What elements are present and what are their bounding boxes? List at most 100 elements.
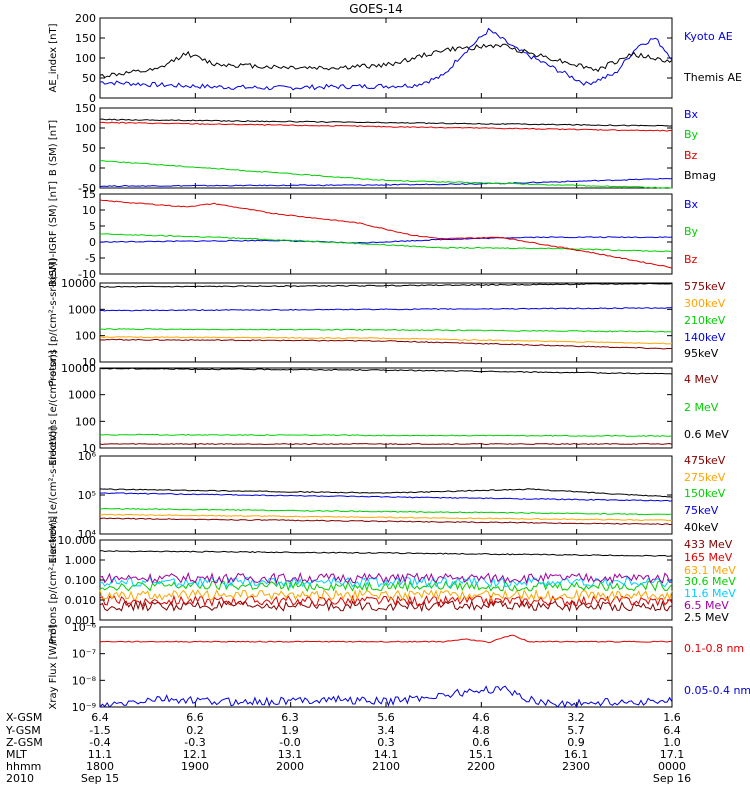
ephemeris-value: 6.4 [663, 724, 681, 737]
legend-entry: 150keV [684, 487, 726, 500]
series-line [99, 160, 673, 189]
y-tick-label: 10⁻⁸ [72, 674, 97, 687]
panel-frame [99, 193, 673, 275]
legend-entry: 0.6 MeV [684, 428, 729, 441]
y-tick-label: 150 [75, 102, 96, 115]
panel-1: 0 50 100 150 200 AE_index [nT] Kyoto AE Themis … [48, 12, 742, 105]
ephemeris-value: -0.0 [279, 736, 300, 749]
legend-entry: By [684, 128, 699, 141]
series-line [99, 571, 673, 585]
y-tick-label: 0 [89, 162, 96, 175]
y-tick-label: 0 [89, 92, 96, 105]
ephemeris-value: 0.6 [472, 736, 490, 749]
ephemeris-value: 11.1 [88, 748, 113, 761]
y-axis-label: B (SM) [nT] [48, 120, 59, 176]
series-line [99, 433, 673, 437]
y-tick-label: 10.000 [58, 534, 97, 547]
series-line [99, 492, 673, 502]
series-line [99, 236, 673, 244]
y-tick-label: 1.000 [65, 554, 97, 567]
ephemeris-value: 0.3 [377, 736, 395, 749]
y-tick-label: 50 [82, 142, 96, 155]
legend-entry: 75keV [684, 504, 719, 517]
ephemeris-value: 2100 [372, 760, 400, 773]
legend-entry: 63.1 MeV [684, 564, 736, 577]
ephemeris-label: Z-GSM [6, 736, 43, 749]
y-tick-label: 100 [75, 122, 96, 135]
series-line [99, 488, 673, 498]
legend-entry: 6.5 MeV [684, 599, 729, 612]
ephemeris-value: 4.8 [472, 724, 490, 737]
ephemeris-row: MLT 11.1 12.1 13.1 14.1 15.1 16.1 17.1 [6, 748, 684, 761]
ephemeris-value: 3.4 [377, 724, 395, 737]
series-line [99, 338, 672, 350]
y-tick-label: 10⁶ [78, 450, 97, 463]
legend-entry: 0.05-0.4 nm [684, 684, 750, 697]
ephemeris-row: hhmm 1800 1900 2000 2100 2200 2300 0000 [6, 760, 686, 773]
series-line [99, 233, 673, 253]
ephemeris-value: 15.1 [469, 748, 494, 761]
y-axis-label: Protons [p/(cm²-s-sr-keV)] [48, 516, 59, 644]
ephemeris-value: 0.2 [186, 724, 204, 737]
series-line [99, 177, 673, 188]
series-line [99, 685, 673, 709]
y-tick-label: 0.100 [65, 574, 97, 587]
y-tick-label: 1000 [68, 303, 96, 316]
series-line [99, 27, 673, 91]
series-line [99, 594, 673, 608]
panel-frame [99, 626, 673, 708]
y-tick-label: 5 [89, 220, 96, 233]
y-tick-label: 150 [75, 32, 96, 45]
legend-entry: 575keV [684, 280, 726, 293]
y-tick-label: -50 [78, 182, 96, 195]
ephemeris-row: Z-GSM -0.4 -0.3 -0.0 0.3 0.6 0.9 1.0 [6, 736, 681, 749]
ephemeris-value: 1900 [181, 760, 209, 773]
ephemeris-value: 16.1 [564, 748, 589, 761]
y-tick-label: 1000 [68, 389, 96, 402]
ephemeris-value: 14.1 [374, 748, 399, 761]
series-line [99, 199, 673, 269]
legend-entry: 95keV [684, 347, 719, 360]
ephemeris-value: 1.6 [663, 711, 681, 724]
ephemeris-value: 3.2 [567, 711, 585, 724]
legend-entry: 30.6 MeV [684, 575, 736, 588]
legend-entry: 2.5 MeV [684, 611, 729, 624]
y-tick-label: 100 [75, 415, 96, 428]
panel-6: 10⁴ 10⁵ 10⁶ Electrons [e/(cm²-s-sr-keV)] 475… [48, 426, 726, 563]
legend-entry: 0.1-0.8 nm [684, 642, 744, 655]
y-axis-label: Electrons [e/(cm²-s-sr-keV)] [48, 426, 59, 563]
y-tick-label: 10 [82, 442, 96, 455]
legend-entry: Bz [684, 253, 698, 266]
ephemeris-value: 0.9 [567, 736, 585, 749]
y-tick-label: 10⁻⁷ [72, 648, 96, 661]
y-tick-label: 10⁻⁶ [72, 621, 97, 634]
ephemeris-value: Sep 15 [81, 772, 119, 785]
legend-entry: Bx [684, 108, 699, 121]
ephemeris-value: -0.4 [89, 736, 110, 749]
legend-entry: 40keV [684, 521, 719, 534]
legend-entry: Bx [684, 198, 699, 211]
panel-frame [99, 107, 673, 189]
ephemeris-label: 2010 [6, 772, 34, 785]
panel-2: -50 0 50 100 150 B (SM) [nT] Bx By Bz Bmag [48, 102, 716, 195]
panel-8: 10⁻⁹ 10⁻⁸ 10⁻⁷ 10⁻⁶ Xray Flux [W/m²] 0.1-0.8 … [48, 621, 750, 714]
y-tick-label: 10⁻⁹ [72, 701, 96, 714]
y-tick-label: 10⁴ [78, 528, 97, 541]
legend-entry: 210keV [684, 314, 726, 327]
ephemeris-label: X-GSM [6, 711, 42, 724]
series-line [99, 513, 673, 522]
y-axis-label: AE_index [nT] [48, 23, 59, 92]
ephemeris-value: -0.3 [184, 736, 205, 749]
y-tick-label: 100 [75, 52, 96, 65]
y-tick-label: 0.001 [65, 614, 97, 627]
ephemeris-value: 2000 [276, 760, 304, 773]
legend-entry: 2 MeV [684, 401, 719, 414]
legend-entry: 165 MeV [684, 551, 733, 564]
legend-entry: 140keV [684, 331, 726, 344]
y-axis-label: B(SM)-IGRF (SM) [nT] [48, 181, 59, 287]
